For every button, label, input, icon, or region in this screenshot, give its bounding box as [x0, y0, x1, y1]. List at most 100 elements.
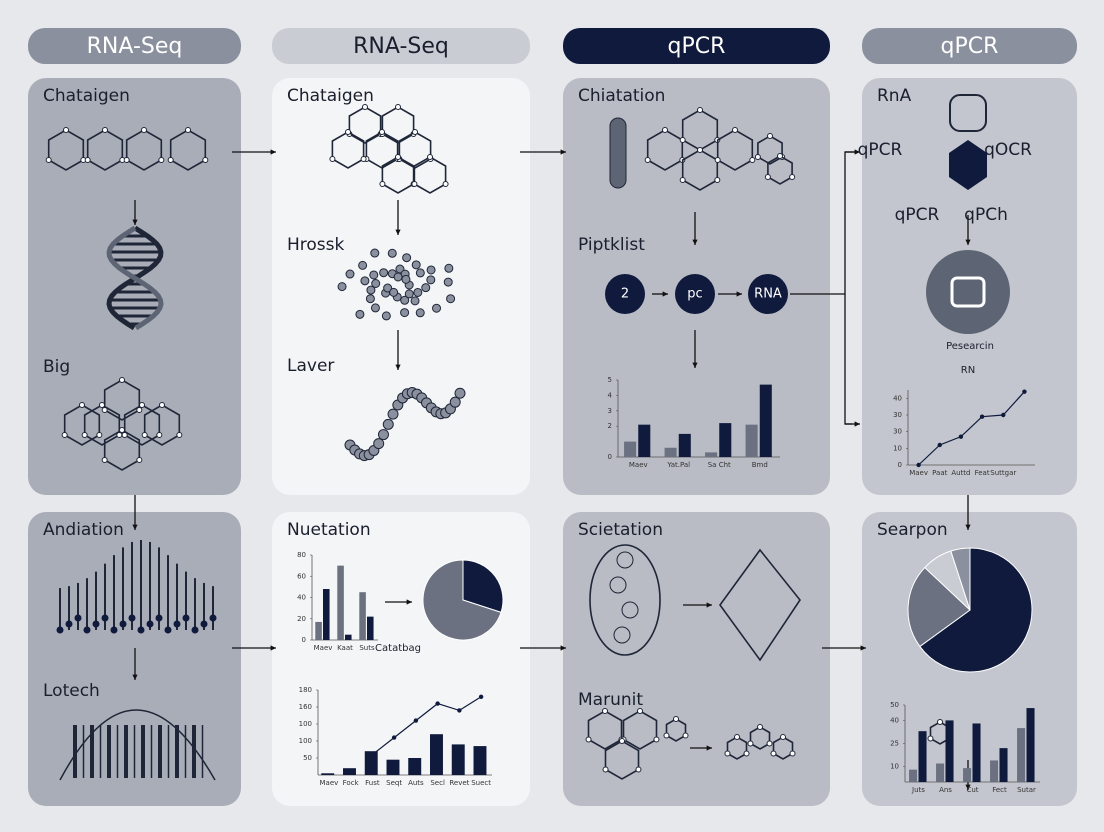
molecule-ring: [757, 135, 783, 165]
bead: [411, 260, 421, 270]
atom: [102, 127, 108, 133]
bead: [402, 253, 412, 263]
bar: [367, 616, 374, 640]
y-tick-label: 5: [608, 376, 612, 384]
panel: [563, 512, 830, 806]
header-pill: [862, 28, 1077, 64]
y-tick-label: 0: [302, 636, 306, 644]
header-pill: [28, 28, 241, 64]
bead: [381, 311, 391, 321]
x-tick-label: Maev: [319, 779, 338, 787]
molecule-ring: [125, 129, 163, 171]
atom: [121, 432, 128, 438]
atom: [724, 750, 731, 757]
y-tick-label: 3: [608, 407, 612, 415]
bead: [366, 285, 376, 295]
molecule-ring: [604, 740, 640, 780]
icon: [950, 276, 986, 308]
molecule-ring: [123, 404, 161, 446]
atom: [362, 104, 368, 110]
atom: [81, 432, 88, 438]
bar: [345, 634, 352, 640]
molecule-ring: [331, 131, 365, 169]
x-tick-label: Maev: [629, 461, 648, 469]
arrow-head: [132, 674, 138, 680]
wave-dot: [173, 620, 181, 628]
atom: [602, 766, 609, 773]
arrow-head: [560, 645, 566, 651]
y-tick-label: 30: [893, 428, 902, 436]
arrow-head: [270, 149, 276, 155]
bead: [446, 294, 456, 304]
bar: [364, 751, 378, 775]
y-tick-label: 10: [890, 763, 899, 771]
wave-dot: [200, 620, 208, 628]
atom: [637, 708, 643, 714]
x-tick-label: Cut: [966, 786, 978, 794]
atom: [937, 719, 943, 725]
x-tick-label: Juts: [911, 786, 925, 794]
pie-slice: [950, 547, 971, 611]
atom: [139, 402, 145, 408]
arrow-head: [965, 524, 971, 530]
icon: [949, 94, 987, 132]
panel-label: Lotech: [43, 681, 100, 701]
x-tick-label: Fock: [343, 779, 360, 787]
x-tick-label: Revet: [449, 779, 469, 787]
atom: [158, 157, 165, 163]
wave-dot: [137, 626, 145, 634]
bead: [410, 296, 420, 306]
arrow-head: [406, 599, 412, 605]
bead: [400, 308, 410, 318]
x-tick-label: Secl: [430, 779, 445, 787]
x-tick-label: Suts: [359, 644, 375, 652]
bar: [337, 565, 344, 640]
atom: [679, 137, 686, 143]
wave-dot: [209, 614, 217, 622]
y-tick-label: 50: [303, 754, 312, 762]
atom: [754, 154, 761, 160]
x-tick-label: Maev: [909, 469, 928, 477]
bead: [426, 275, 436, 285]
bead: [432, 303, 442, 313]
x-tick-label: Suect: [471, 779, 491, 787]
atom: [679, 177, 686, 183]
header-pill: [563, 28, 830, 64]
bead: [449, 396, 461, 408]
wave-dot: [119, 620, 127, 628]
molecule-ring: [103, 429, 141, 471]
bar: [963, 768, 972, 782]
x-tick-label: Fect: [992, 786, 1007, 794]
cube: [949, 140, 987, 190]
header-pill: [272, 28, 530, 64]
cell: [589, 544, 661, 656]
atom: [609, 576, 627, 594]
arrow-head: [132, 524, 138, 530]
molecule-ring: [716, 129, 754, 171]
atom: [743, 750, 750, 757]
atom: [101, 407, 108, 413]
header-title: qPCR: [941, 34, 999, 59]
bead: [415, 268, 425, 278]
bead: [355, 309, 365, 319]
pie-slice: [907, 566, 971, 648]
atom: [682, 732, 689, 739]
atom: [747, 740, 754, 747]
y-tick-label: 50: [890, 701, 899, 709]
atom: [732, 127, 738, 133]
bead: [401, 274, 411, 284]
bar: [918, 731, 927, 782]
panel-label: Marunit: [578, 690, 643, 710]
bar: [990, 760, 999, 782]
bead: [360, 276, 370, 286]
atom: [714, 157, 721, 163]
x-tick-label: Sutar: [1017, 786, 1036, 794]
arrow-head: [395, 229, 401, 235]
x-tick-label: Suttgar: [990, 469, 1016, 477]
x-tick-label: Feat: [975, 469, 990, 477]
molecule-ring: [726, 736, 748, 760]
bead: [454, 387, 466, 399]
panel-label: Chiatation: [578, 86, 665, 106]
bead: [365, 294, 375, 304]
bead: [373, 438, 385, 450]
